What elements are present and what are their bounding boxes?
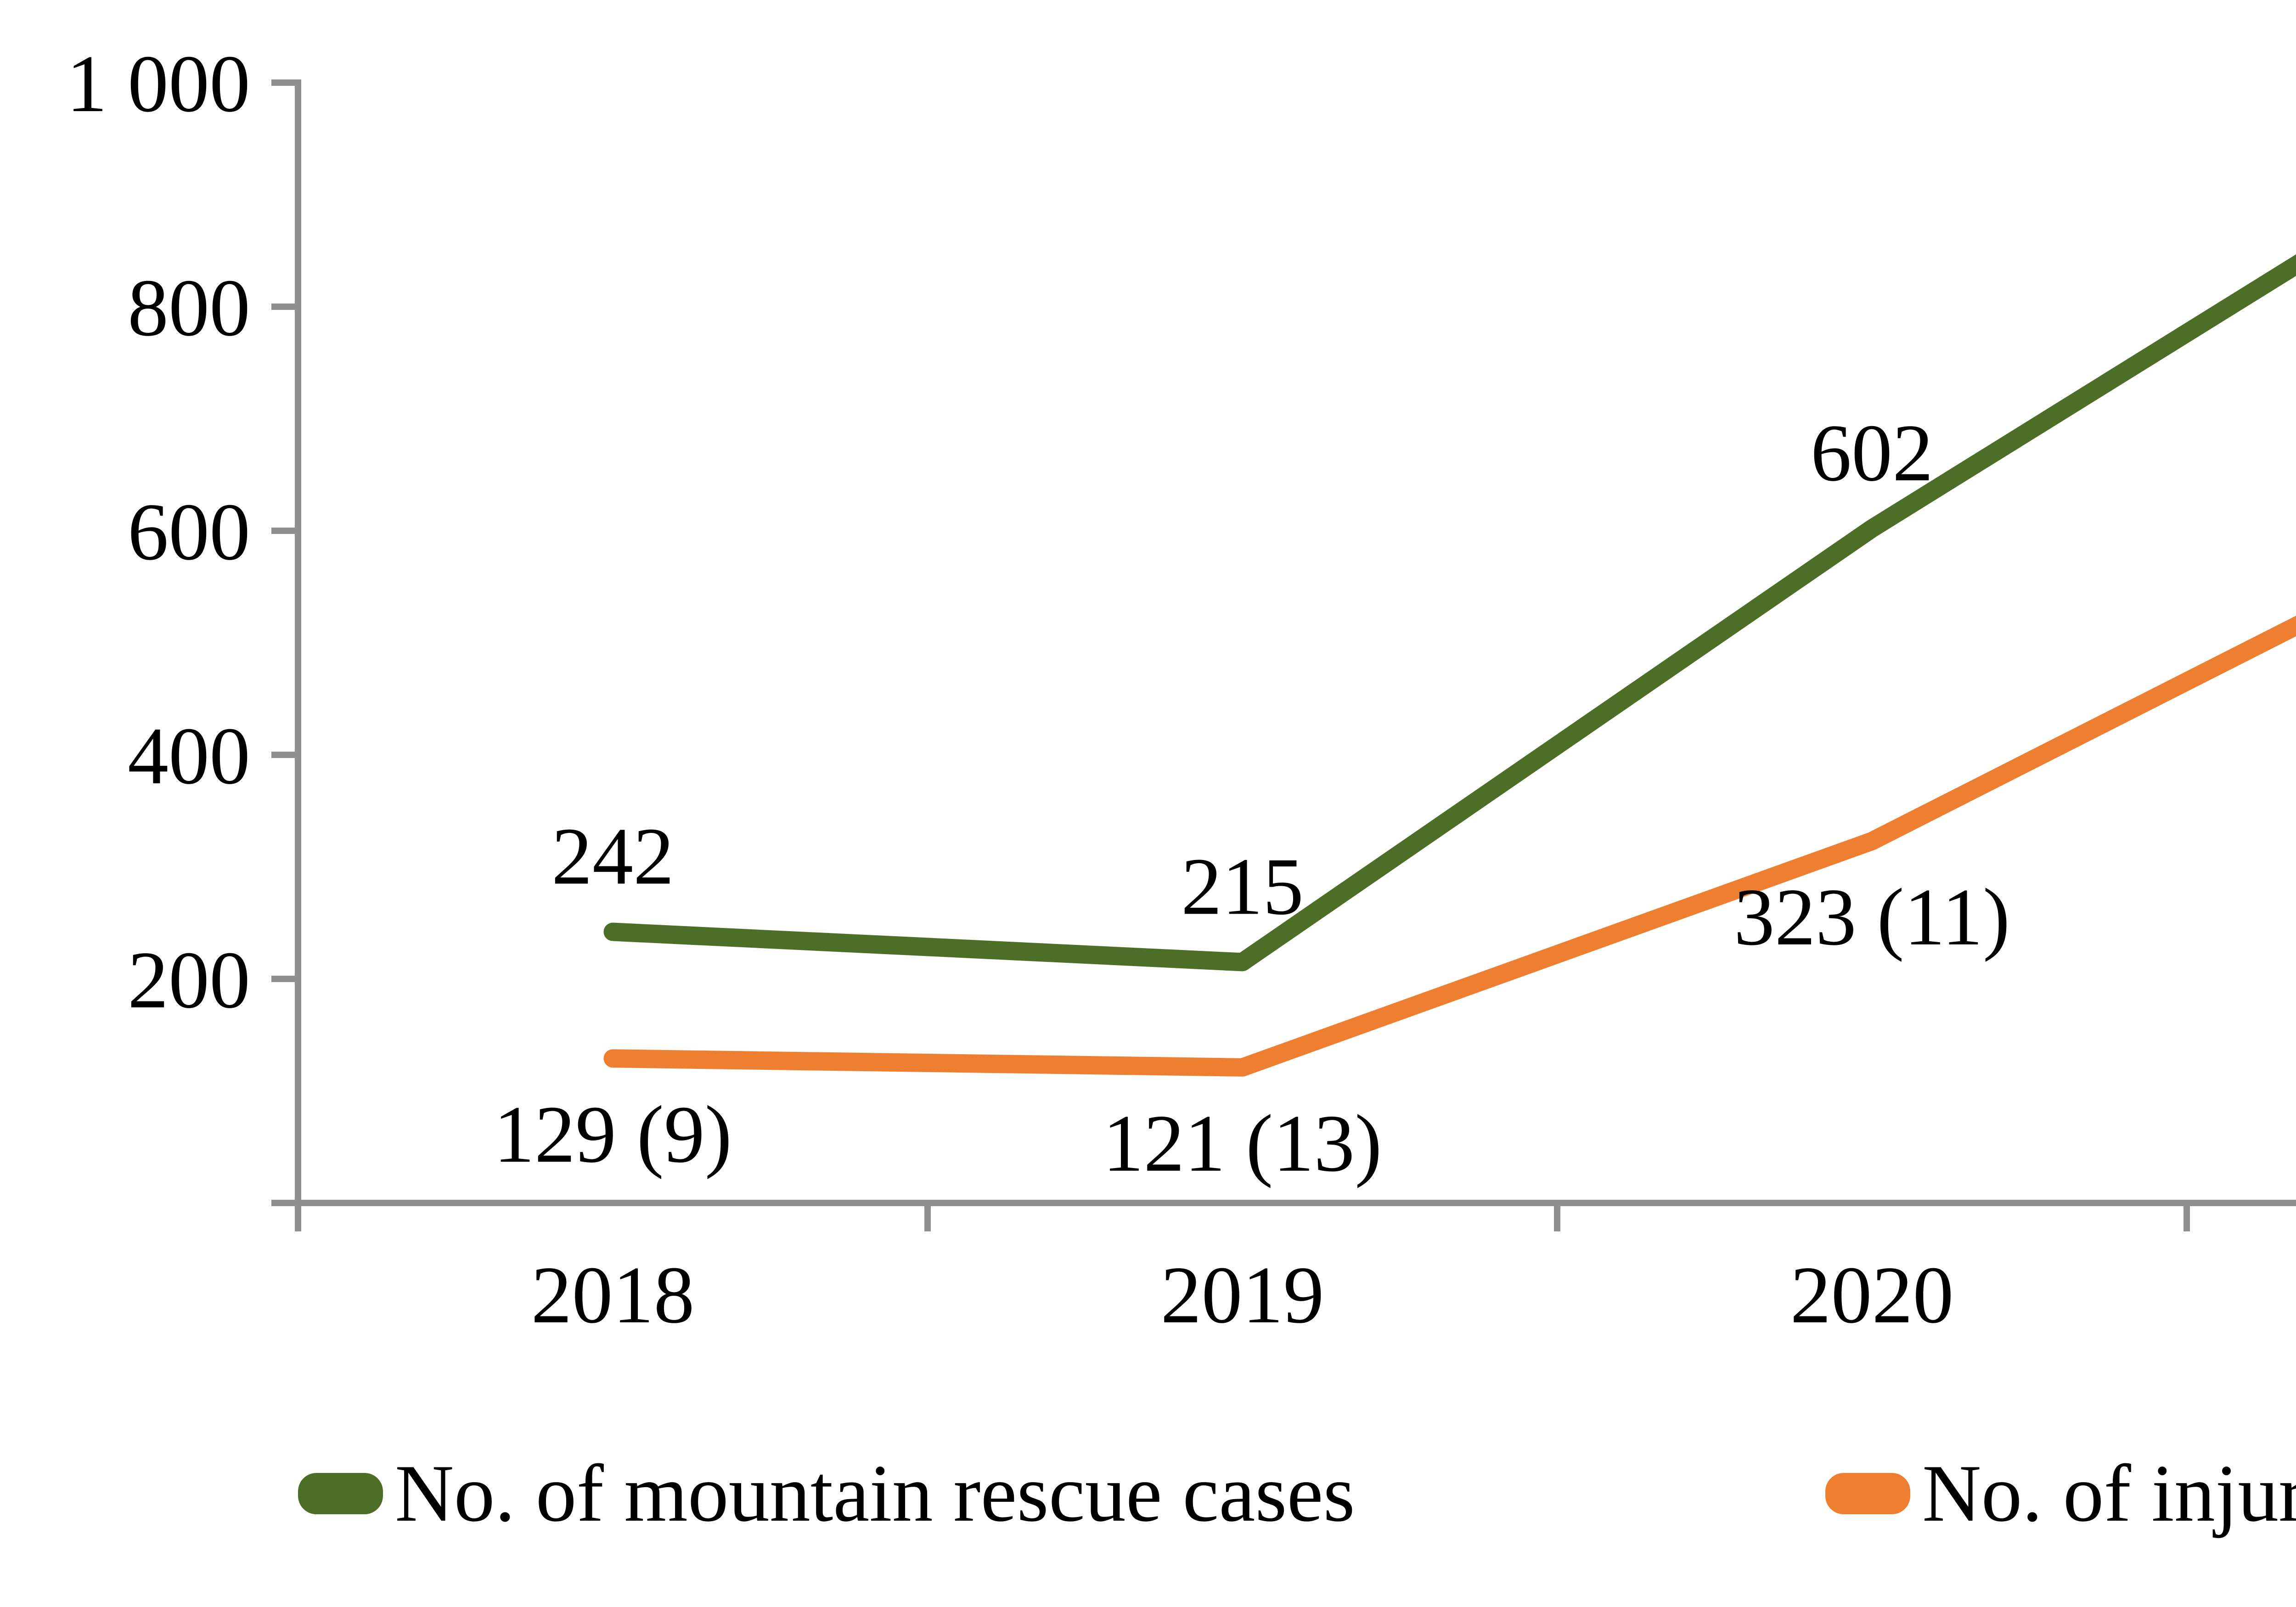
x-axis-label: 2019 [1161,1249,1324,1340]
y-axis-tick-label: 1 000 [67,38,251,129]
rescue-cases-line [603,254,2296,972]
rescue-cases-legend-swatch [298,1473,383,1514]
rescue-cases-data-label: 242 [551,811,674,902]
y-axis-tick-label: 200 [128,934,250,1025]
legend-label-0: No. of mountain rescue cases [395,1448,1355,1539]
x-axis-label: 2018 [531,1249,695,1340]
injuries-data-label: 129 (9) [494,1089,732,1180]
injuries-legend-swatch [1825,1473,1910,1514]
y-axis-tick-label: 800 [128,262,250,353]
x-axis-label: 2020 [1790,1249,1954,1340]
injuries-line [603,616,2296,1077]
injuries-data-label: 323 (11) [1734,871,2010,962]
rescue-cases-data-label: 602 [1811,407,1933,498]
y-axis-tick-label: 600 [128,486,250,577]
legend-label-1: No. of injuries [1922,1448,2296,1539]
injuries-data-label: 121 (13) [1103,1098,1382,1189]
y-axis-tick-label: 400 [128,710,250,801]
rescue-cases-data-label: 215 [1181,841,1304,932]
